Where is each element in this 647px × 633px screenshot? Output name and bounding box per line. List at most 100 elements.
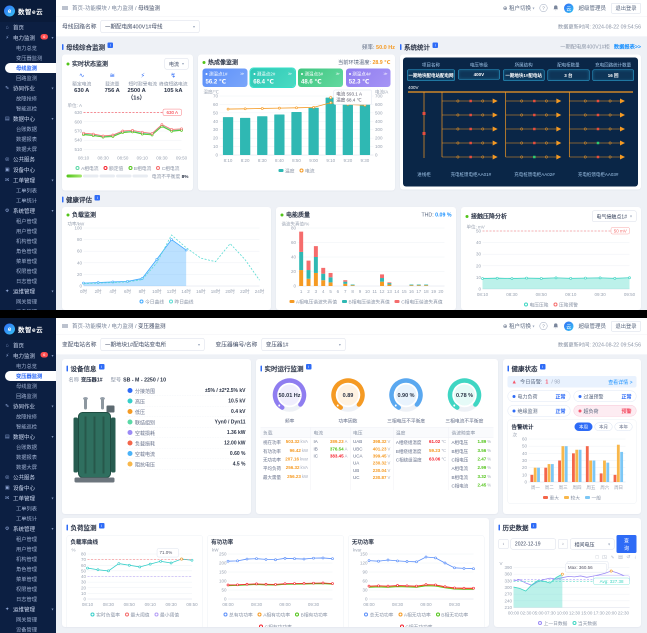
next-day-button[interactable]: › [558, 539, 568, 549]
sidebar-subitem-菜单管理[interactable]: 菜单管理 [16, 258, 37, 265]
legend-item[interactable]: A相电流 [75, 165, 99, 172]
app-logo[interactable]: e 数智e云 [0, 318, 56, 340]
legend-item[interactable]: A相电压谐波失真值 [289, 298, 337, 305]
legend-item[interactable]: 一般 [585, 494, 601, 501]
legend-item[interactable]: 昨日曲线 [169, 298, 194, 305]
sidebar-subitem-设备管理[interactable]: 设备管理 [16, 626, 37, 633]
sidebar-item-运维管理[interactable]: ✦ 运维管理 ▾ [5, 606, 54, 613]
legend-item[interactable]: 电压压降 [523, 301, 549, 308]
legend-item[interactable]: 额定值 [103, 165, 123, 172]
legend-item[interactable]: 较大 [563, 494, 580, 501]
info-icon[interactable]: i [540, 363, 546, 370]
line-chart-icon[interactable]: ∿ [610, 554, 615, 561]
report-link[interactable]: 数据报表>> [613, 44, 641, 50]
help-icon[interactable]: ? [539, 4, 548, 12]
menu-toggle-icon[interactable] [62, 323, 68, 329]
legend-item[interactable]: 最小阈值 [154, 611, 179, 618]
legend-item[interactable]: B相有功功率 [295, 611, 328, 618]
sidebar-item-运维管理[interactable]: ✦ 运维管理 ▾ [5, 288, 54, 295]
sidebar-item-设备中心[interactable]: ▣ 设备中心 [4, 485, 35, 492]
sidebar-subitem-回路监测[interactable]: 回路监测 [16, 75, 37, 82]
info-icon[interactable]: i [99, 363, 105, 370]
sidebar-subitem-故障抢修[interactable]: 故障抢修 [16, 95, 37, 102]
sidebar-subitem-租户管理[interactable]: 租户管理 [16, 536, 37, 543]
sidebar-subitem-电力总览[interactable]: 电力总览 [16, 45, 37, 52]
tenant-switch[interactable]: ⊕ 租户切换 ▾ [502, 5, 535, 12]
contact-point-select[interactable]: 电气接触点1# ▾ [591, 210, 637, 222]
sidebar-subitem-数据报表[interactable]: 数据报表 [16, 136, 37, 143]
info-icon[interactable]: i [531, 522, 537, 529]
app-logo[interactable]: e 数智e云 [0, 0, 56, 22]
sidebar-item-首页[interactable]: ⌂ 首页 [5, 342, 24, 349]
sidebar-subitem-母线监测[interactable]: 母线监测 [5, 63, 56, 73]
sidebar-item-数据中心[interactable]: ▤ 数据中心 ▾ [4, 116, 54, 123]
legend-item[interactable]: C相无功功率 [399, 623, 433, 627]
info-icon[interactable]: i [99, 522, 105, 529]
legend-item[interactable]: 上一日数据 [538, 620, 567, 627]
legend-item[interactable]: B相电流 [128, 165, 151, 172]
legend-item[interactable]: 重大 [542, 494, 559, 501]
sidebar-item-工单管理[interactable]: ✉ 工单管理 ▾ [5, 495, 54, 502]
legend-item[interactable]: 压降预警 [553, 301, 578, 308]
legend-item[interactable]: 实时负载率 [90, 611, 120, 618]
zoom-select-icon[interactable]: □ [595, 554, 599, 561]
sidebar-subitem-工单统计[interactable]: 工单统计 [16, 197, 37, 204]
sidebar-subitem-机构管理[interactable]: 机构管理 [16, 556, 37, 563]
bus-select[interactable]: 一期配电房400V1#母线 ▾ [100, 20, 200, 33]
sidebar-subitem-角色管理[interactable]: 角色管理 [16, 248, 37, 255]
sidebar-subitem-菜单管理[interactable]: 菜单管理 [16, 576, 37, 583]
temp-card-测温点1#[interactable]: 测温点1# ≫ 56.2 ℃ [202, 68, 248, 87]
info-icon[interactable]: i [306, 363, 312, 370]
sidebar-subitem-日志管理[interactable]: 日志管理 [16, 278, 37, 285]
station-select[interactable]: 一期地块1#配电站变电所 ▾ [100, 338, 205, 351]
legend-item[interactable]: B相电压谐波失真值 [342, 298, 390, 305]
legend-item[interactable]: A相有功功率 [257, 611, 290, 618]
sidebar-subitem-日志管理[interactable]: 日志管理 [16, 596, 37, 603]
sidebar-subitem-工单列表[interactable]: 工单列表 [16, 505, 37, 512]
bar-chart-icon[interactable]: ▤ [618, 554, 623, 561]
temp-card-测温点3#[interactable]: 测温点3# ≫ 48.6 ℃ [298, 68, 343, 87]
sidebar-subitem-租户管理[interactable]: 租户管理 [16, 218, 37, 225]
sidebar-subitem-回路监测[interactable]: 回路监测 [16, 393, 37, 400]
sidebar-subitem-用户管理[interactable]: 用户管理 [16, 228, 37, 235]
legend-item[interactable]: 温度 [278, 167, 295, 174]
sidebar-subitem-智能巡检[interactable]: 智能巡检 [16, 423, 37, 430]
sidebar-subitem-故障抢修[interactable]: 故障抢修 [16, 413, 37, 420]
info-icon[interactable]: i [107, 42, 114, 48]
help-icon[interactable]: ? [539, 322, 548, 330]
sidebar-subitem-网关管理[interactable]: 网关管理 [16, 616, 37, 623]
sidebar-item-协同作业[interactable]: ✎ 协同作业 ▾ [5, 85, 54, 92]
sidebar-item-系统管理[interactable]: ⚙ 系统管理 ▾ [5, 208, 54, 215]
sidebar-subitem-变压器监测[interactable]: 变压器监测 [5, 371, 56, 381]
sidebar-subitem-权限管理[interactable]: 权限管理 [16, 268, 37, 275]
sidebar-item-数据中心[interactable]: ▤ 数据中心 ▾ [4, 434, 54, 441]
legend-item[interactable]: 当天数据 [572, 620, 597, 627]
temp-card-测温点4#[interactable]: 测温点4# ≫ 52.3 ℃ [345, 68, 391, 87]
sidebar-item-电力监测[interactable]: ⚡ 电力监测 6 ▾ [5, 352, 54, 360]
toggle-本月[interactable]: 本月 [594, 422, 613, 431]
sidebar-subitem-变压器监测[interactable]: 变压器监测 [16, 55, 43, 62]
transformer-select[interactable]: 变压器1# ▾ [261, 338, 346, 351]
bell-icon[interactable] [553, 5, 560, 12]
sidebar-subitem-工单列表[interactable]: 工单列表 [16, 187, 37, 194]
box-select-icon[interactable]: ◳ [602, 554, 607, 561]
metric-select[interactable]: 相间电压 ▾ [569, 538, 615, 550]
sidebar-subitem-用户管理[interactable]: 用户管理 [16, 546, 37, 553]
toggle-本年[interactable]: 本年 [614, 422, 633, 431]
sidebar-item-设备中心[interactable]: ▣ 设备中心 [4, 167, 35, 174]
legend-item[interactable]: 最大阈值 [124, 611, 149, 618]
sidebar-subitem-数据大屏[interactable]: 数据大屏 [16, 464, 37, 471]
date-picker[interactable]: 2022-12-19 [510, 538, 557, 550]
restore-icon[interactable]: ↺ [626, 554, 631, 561]
bell-icon[interactable] [553, 323, 560, 330]
legend-item[interactable]: 电流 [299, 167, 315, 174]
sidebar-subitem-权限管理[interactable]: 权限管理 [16, 586, 37, 593]
legend-item[interactable]: 今日曲线 [139, 298, 164, 305]
legend-item[interactable]: C相有功功率 [259, 623, 292, 627]
sidebar-subitem-母线监测[interactable]: 母线监测 [16, 383, 37, 390]
tenant-switch[interactable]: ⊕ 租户切换 ▾ [502, 323, 535, 330]
sidebar-subitem-智能巡检[interactable]: 智能巡检 [16, 105, 37, 112]
sidebar-subitem-网关管理[interactable]: 网关管理 [16, 298, 37, 305]
info-icon[interactable]: i [94, 194, 101, 201]
measure-type-select[interactable]: 电流 ▾ [164, 58, 189, 70]
